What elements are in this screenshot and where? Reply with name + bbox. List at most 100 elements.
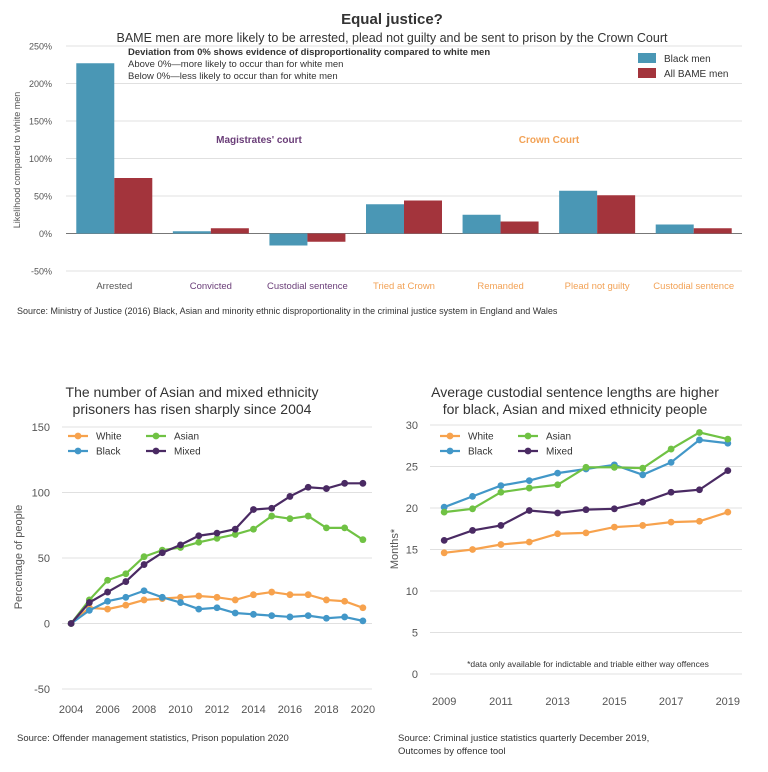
bar-chart-y-label: Likelihood compared to white men <box>12 92 22 229</box>
bar-all-bame <box>693 228 732 234</box>
legend-label-asian: Asian <box>546 432 571 443</box>
legend-label-black: Black <box>468 447 493 458</box>
point-asian <box>359 536 367 544</box>
bar-chart-legend: Black men All BAME men <box>638 53 728 80</box>
point-asian <box>610 463 618 471</box>
point-white <box>213 593 221 601</box>
sentence-chart-y-axis: 0 5 10 15 20 25 30 <box>406 420 418 681</box>
bar-y-tick-label: 100% <box>29 154 52 164</box>
point-mixed <box>250 506 257 513</box>
bar-y-tick-label: 200% <box>29 79 52 89</box>
x-tick-label: 2019 <box>716 696 740 708</box>
point-white <box>268 588 276 596</box>
legend-label-mixed: Mixed <box>174 447 201 458</box>
prisoners-chart-series <box>67 479 367 627</box>
bar-black-men <box>76 63 115 234</box>
point-mixed <box>158 549 166 557</box>
point-asian <box>724 435 732 443</box>
x-tick-label: 2014 <box>241 704 265 716</box>
y-tick-label: 100 <box>32 488 50 500</box>
x-tick-label: 2011 <box>489 696 513 708</box>
legend-marker-asian <box>152 432 160 440</box>
point-black <box>286 613 294 621</box>
point-mixed <box>724 467 732 475</box>
main-title: Equal justice? <box>341 11 443 28</box>
point-asian <box>639 464 647 472</box>
point-white <box>341 597 349 605</box>
point-mixed <box>639 498 647 506</box>
point-white <box>440 549 448 557</box>
bar-x-tick-label: Plead not guilty <box>565 281 630 292</box>
series-line-mixed <box>70 482 363 625</box>
bar-y-tick-label: 150% <box>29 117 52 127</box>
legend-label-black-men: Black men <box>664 54 711 65</box>
prisoners-chart-title-line2: prisoners has risen sharply since 2004 <box>73 401 312 417</box>
bar-all-bame <box>597 195 636 234</box>
point-black <box>440 503 448 511</box>
point-black <box>213 604 221 612</box>
x-tick-label: 2015 <box>602 696 626 708</box>
point-white <box>231 596 239 604</box>
bar-black-men <box>655 224 694 234</box>
x-tick-label: 2012 <box>205 704 229 716</box>
prisoners-chart-y-label: Percentage of people <box>13 505 25 610</box>
point-asian <box>582 463 590 471</box>
point-white <box>610 523 618 531</box>
x-tick-label: 2017 <box>659 696 683 708</box>
bar-y-tick-label: -50% <box>31 267 52 277</box>
point-black <box>639 471 647 479</box>
y-tick-label: 0 <box>412 669 418 681</box>
bar-x-tick-label: Custodial sentence <box>267 281 348 292</box>
point-asian <box>554 481 562 489</box>
x-tick-label: 2008 <box>132 704 156 716</box>
bar-x-tick-label: Arrested <box>96 281 132 292</box>
legend-marker-black <box>74 447 82 455</box>
point-asian <box>140 553 148 561</box>
group-label-crown: Crown Court <box>519 135 580 146</box>
x-tick-label: 2006 <box>95 704 119 716</box>
legend-marker-white <box>446 432 454 440</box>
bar-all-bame <box>404 200 442 234</box>
point-asian <box>122 570 130 578</box>
y-tick-label: -50 <box>34 684 50 696</box>
point-asian <box>525 484 533 492</box>
prisoners-chart-y-axis: -50 0 50 100 150 <box>32 422 50 696</box>
point-black <box>323 614 330 622</box>
point-white <box>323 596 330 604</box>
point-mixed <box>140 561 148 568</box>
point-asian <box>213 534 221 542</box>
point-mixed <box>440 536 448 544</box>
sentence-chart-source-line1: Source: Criminal justice statistics quar… <box>398 733 649 744</box>
point-white <box>525 538 533 546</box>
point-asian <box>231 531 239 538</box>
prisoners-chart-x-axis: 2004 2006 2008 2010 2012 2014 2016 2018 2020 <box>59 704 375 716</box>
legend-marker-white <box>74 432 82 440</box>
annotation-heading: Deviation from 0% shows evidence of disp… <box>128 47 490 58</box>
legend-marker-mixed <box>524 447 532 455</box>
y-tick-label: 30 <box>406 420 418 432</box>
point-asian <box>268 512 276 520</box>
point-asian <box>250 525 257 533</box>
sentence-chart-title-line1: Average custodial sentence lengths are h… <box>431 384 719 400</box>
point-mixed <box>67 620 75 627</box>
point-asian <box>195 538 203 546</box>
legend-label-all-bame: All BAME men <box>664 69 728 80</box>
point-black <box>497 482 505 489</box>
bar-x-tick-label: Tried at Crown <box>373 281 435 292</box>
y-tick-label: 10 <box>406 586 418 598</box>
point-white <box>667 518 675 526</box>
bar-black-men <box>559 190 598 234</box>
legend-swatch-black-men <box>638 53 656 63</box>
point-black <box>195 605 203 613</box>
y-tick-label: 15 <box>406 545 418 557</box>
annotation-above: Above 0%—more likely to occur than for w… <box>128 59 343 70</box>
point-white <box>469 546 476 553</box>
point-mixed <box>304 483 312 491</box>
bar-all-bame <box>307 233 346 242</box>
point-asian <box>286 515 294 523</box>
y-tick-label: 25 <box>406 462 418 474</box>
point-black <box>177 599 184 606</box>
point-asian <box>469 505 476 513</box>
point-black <box>554 469 562 477</box>
bar-all-bame <box>210 228 249 234</box>
